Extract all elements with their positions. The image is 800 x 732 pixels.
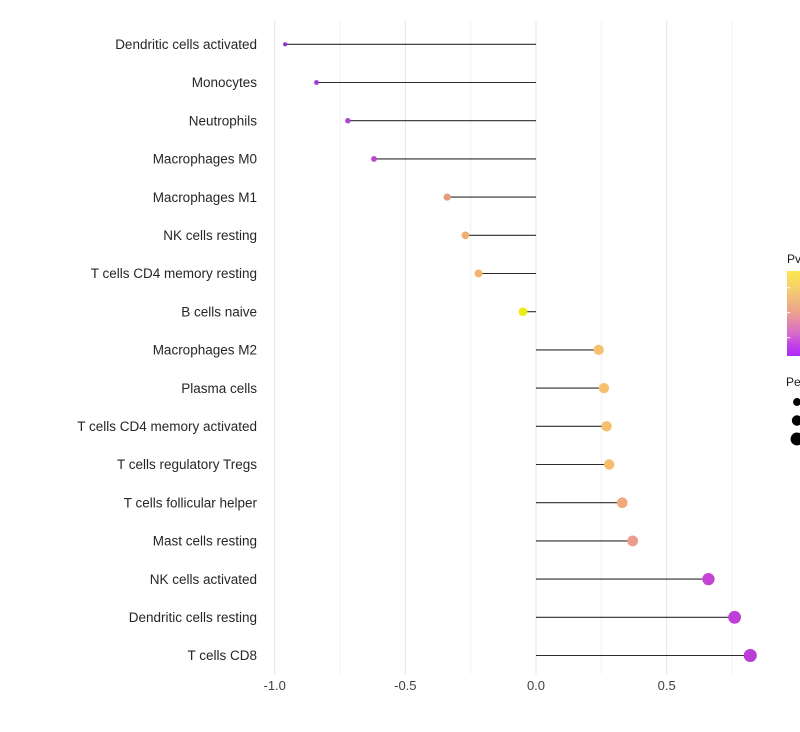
y-axis-label: Macrophages M2 bbox=[153, 343, 257, 358]
lollipop-dot bbox=[598, 382, 610, 394]
lollipop-dot bbox=[461, 231, 470, 240]
x-axis-tick-label: 0.0 bbox=[527, 678, 545, 693]
y-axis-label: Dendritic cells resting bbox=[129, 610, 257, 625]
x-axis-tick-label: -1.0 bbox=[263, 678, 285, 693]
x-axis-tick-label: 0.5 bbox=[658, 678, 676, 693]
lollipop-dot bbox=[603, 459, 615, 470]
pvalue-colorbar bbox=[787, 271, 800, 356]
pearson-legend-dot bbox=[791, 415, 800, 426]
y-axis-label: NK cells resting bbox=[163, 228, 257, 243]
y-axis-label: NK cells activated bbox=[150, 572, 257, 587]
y-axis-label: T cells CD4 memory activated bbox=[77, 419, 257, 434]
lollipop-dot bbox=[283, 42, 288, 47]
lollipop-dot bbox=[616, 497, 628, 509]
y-axis-label: Monocytes bbox=[192, 75, 258, 90]
x-axis-tick-label: -0.5 bbox=[394, 678, 416, 693]
pearson-legend-dot bbox=[793, 398, 800, 406]
pearson-legend-title: Pearson bbox=[786, 375, 800, 389]
lollipop-dot bbox=[627, 535, 639, 547]
pearson-legend-dot bbox=[790, 432, 800, 446]
lollipop-dot bbox=[728, 610, 741, 624]
lollipop-dot bbox=[345, 118, 351, 124]
chart-svg: Dendritic cells activated Monocytes Neutro… bbox=[77, 21, 800, 693]
lollipop-dot bbox=[743, 648, 757, 663]
lollipop-dot bbox=[601, 421, 612, 432]
pvalue-legend-title: Pvalue bbox=[787, 252, 800, 266]
y-axis-label: Neutrophils bbox=[189, 113, 258, 128]
y-axis-label: T cells CD8 bbox=[187, 648, 257, 663]
lollipop-dot bbox=[314, 80, 319, 85]
y-axis-label: Plasma cells bbox=[181, 381, 257, 396]
lollipop-dot bbox=[593, 344, 604, 355]
lollipop-dot bbox=[702, 572, 715, 586]
lollipop-dot bbox=[474, 269, 483, 278]
y-axis-label: B cells naive bbox=[181, 304, 257, 319]
lollipop-dot bbox=[443, 193, 451, 201]
y-axis-label: Macrophages M0 bbox=[153, 152, 257, 167]
lollipop-dot bbox=[371, 155, 377, 162]
y-axis-label: T cells follicular helper bbox=[124, 495, 258, 510]
y-axis-label: Mast cells resting bbox=[153, 534, 257, 549]
lollipop-dot bbox=[518, 307, 528, 317]
y-axis-label: Macrophages M1 bbox=[153, 190, 257, 205]
lollipop-correlation-figure: Dendritic cells activated Monocytes Neutro… bbox=[40, 16, 800, 716]
y-axis-label: T cells CD4 memory resting bbox=[91, 266, 257, 281]
y-axis-label: T cells regulatory Tregs bbox=[117, 457, 257, 472]
y-axis-label: Dendritic cells activated bbox=[115, 37, 257, 52]
